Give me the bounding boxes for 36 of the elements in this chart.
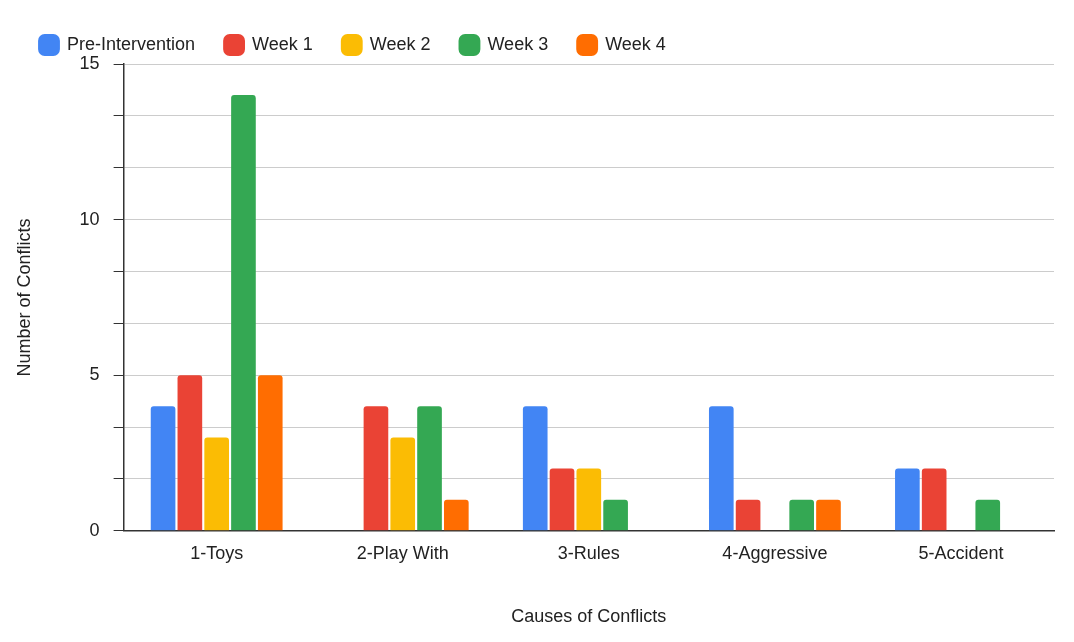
bar [522, 406, 548, 531]
bar [177, 375, 203, 531]
y-tick-label: 10 [79, 208, 100, 229]
legend-label: Week 3 [487, 33, 549, 54]
x-axis-title: Causes of Conflicts [511, 606, 667, 627]
bar [576, 468, 602, 531]
bar [549, 468, 575, 531]
legend-label: Week 2 [369, 33, 431, 54]
bar [417, 406, 442, 531]
bar [257, 375, 283, 531]
y-tick-label: 15 [79, 52, 100, 73]
bar [231, 95, 256, 531]
x-tick-label: 3-Rules [557, 542, 620, 563]
x-tick-label: 1-Toys [190, 542, 244, 563]
bar [603, 499, 628, 531]
bar [708, 406, 734, 531]
y-tick-label: 5 [89, 364, 100, 385]
legend-label: Week 4 [605, 33, 666, 54]
bar [789, 499, 815, 531]
bar [975, 499, 1001, 531]
bar [150, 406, 176, 531]
legend-label: Pre-Intervention [67, 33, 196, 54]
legend-label: Week 1 [252, 33, 313, 54]
bar [921, 468, 947, 531]
bar [444, 499, 469, 531]
y-axis-title: Number of Conflicts [13, 218, 34, 377]
x-tick-label: 5-Accident [918, 542, 1004, 563]
bar [816, 499, 841, 531]
bar [895, 468, 920, 531]
x-tick-label: 4-Aggressive [722, 542, 828, 563]
bar [735, 499, 761, 531]
y-tick-label: 0 [89, 519, 100, 540]
bar [363, 406, 389, 531]
bar [390, 437, 416, 531]
x-tick-label: 2-Play With [356, 542, 449, 563]
bar [204, 437, 229, 531]
